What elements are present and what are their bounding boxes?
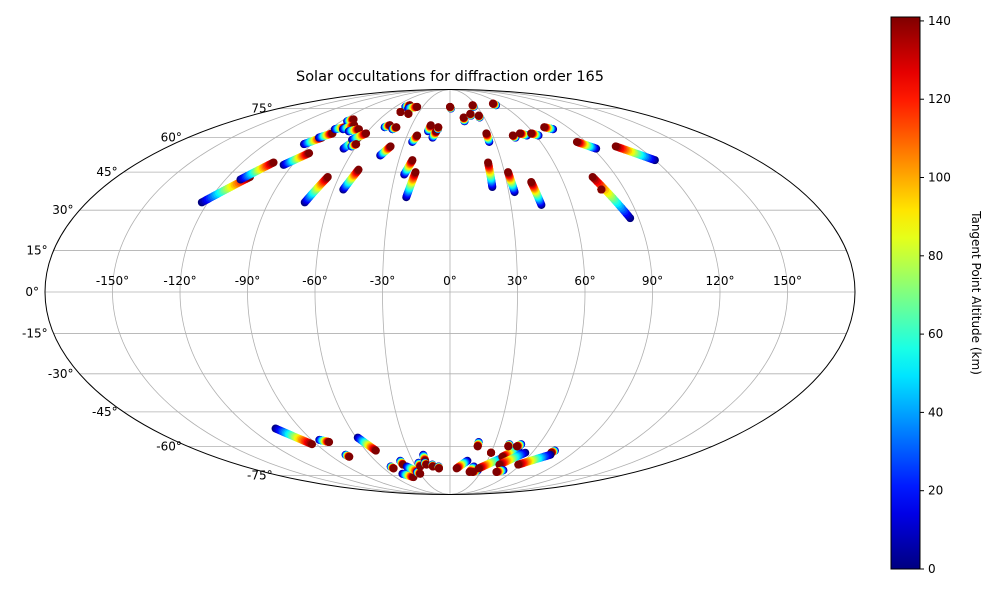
lon-tick-label: 30° — [507, 274, 528, 288]
data-point — [422, 460, 431, 469]
data-point — [597, 185, 606, 194]
data-point — [504, 168, 513, 177]
lon-tick-label: 0° — [443, 274, 457, 288]
lon-tick-label: 150° — [773, 274, 802, 288]
colorbar: 0 20 40 60 80 100 120 140 Tangent Point Altitude… — [890, 14, 983, 576]
data-point — [468, 101, 477, 110]
lat-tick-label: 60° — [161, 131, 182, 145]
data-point — [362, 129, 371, 138]
data-point — [416, 469, 425, 478]
data-point — [515, 129, 524, 138]
lon-tick-label: -150° — [96, 274, 129, 288]
data-point — [354, 125, 363, 134]
data-point — [386, 142, 395, 151]
data-point — [487, 448, 496, 457]
data-point — [392, 123, 401, 132]
lon-tick-label: -120° — [163, 274, 196, 288]
data-point — [352, 140, 361, 149]
data-point — [354, 165, 363, 174]
lat-tick-label: -15° — [22, 327, 48, 341]
map-boundary — [44, 89, 856, 495]
data-point — [446, 102, 454, 111]
data-point — [474, 111, 483, 120]
data-point — [428, 462, 437, 471]
data-point — [269, 158, 278, 167]
lon-tick-label: 60° — [574, 274, 595, 288]
lat-tick-label: 15° — [26, 244, 47, 258]
data-point — [434, 464, 443, 473]
data-point — [413, 131, 422, 140]
data-point — [413, 102, 422, 111]
data-point — [514, 460, 523, 469]
colorbar-tick-label: 0 — [928, 562, 936, 576]
colorbar-tick-label: 40 — [928, 405, 943, 419]
data-point — [484, 158, 493, 167]
data-point — [325, 438, 334, 447]
data-points — [197, 99, 659, 482]
lat-tick-label: -30° — [48, 367, 74, 381]
data-point — [540, 123, 549, 132]
colorbar-tick-label: 80 — [928, 249, 943, 263]
data-point — [504, 442, 513, 451]
lat-tick-label: -60° — [156, 439, 182, 453]
lat-tick-label: -75° — [247, 469, 273, 483]
colorbar-label: Tangent Point Altitude (km) — [969, 210, 983, 375]
data-point — [492, 468, 501, 477]
data-point — [611, 142, 620, 151]
tick-labels: -150° -120° -90° -60° -30° 0° 30° 60° 90° 120° 150… — [22, 102, 802, 483]
data-point — [466, 109, 475, 118]
lat-tick-label: 45° — [96, 165, 117, 179]
lat-tick-label: 0° — [25, 285, 39, 299]
chart-title: Solar occultations for diffraction order… — [296, 69, 604, 85]
data-point — [411, 168, 420, 177]
data-point — [434, 123, 443, 132]
data-point — [527, 129, 536, 138]
graticule — [45, 89, 855, 495]
data-point — [527, 177, 536, 186]
lat-tick-label: 30° — [52, 203, 73, 217]
data-point — [459, 113, 468, 122]
colorbar-tick-label: 120 — [928, 92, 951, 106]
data-point — [404, 109, 413, 118]
data-point — [588, 173, 597, 182]
data-point — [452, 464, 461, 473]
data-point — [308, 440, 317, 449]
data-point — [488, 99, 497, 108]
data-point — [473, 442, 482, 451]
data-point — [305, 149, 314, 158]
data-point — [323, 173, 332, 182]
data-point — [426, 121, 435, 130]
data-point — [482, 129, 491, 138]
data-point — [572, 137, 581, 146]
colorbar-tick-label: 20 — [928, 484, 943, 498]
data-point — [371, 446, 380, 455]
data-point — [396, 107, 405, 116]
data-point — [389, 464, 398, 473]
colorbar-tick-label: 60 — [928, 327, 943, 341]
data-point — [512, 442, 521, 451]
data-point — [349, 115, 358, 124]
lon-tick-label: 120° — [706, 274, 735, 288]
lon-tick-label: -90° — [235, 274, 261, 288]
data-point — [468, 468, 477, 477]
lat-tick-label: -45° — [92, 405, 118, 419]
colorbar-gradient — [890, 16, 921, 570]
colorbar-tick-label: 100 — [928, 171, 951, 185]
lon-tick-label: 90° — [642, 274, 663, 288]
lon-tick-label: -30° — [370, 274, 396, 288]
data-point — [408, 156, 417, 165]
data-point — [508, 131, 517, 140]
colorbar-tick-label: 140 — [928, 14, 951, 28]
data-point — [345, 452, 354, 461]
data-point — [474, 464, 483, 473]
lon-tick-label: -60° — [302, 274, 328, 288]
lat-tick-label: 75° — [251, 102, 272, 116]
